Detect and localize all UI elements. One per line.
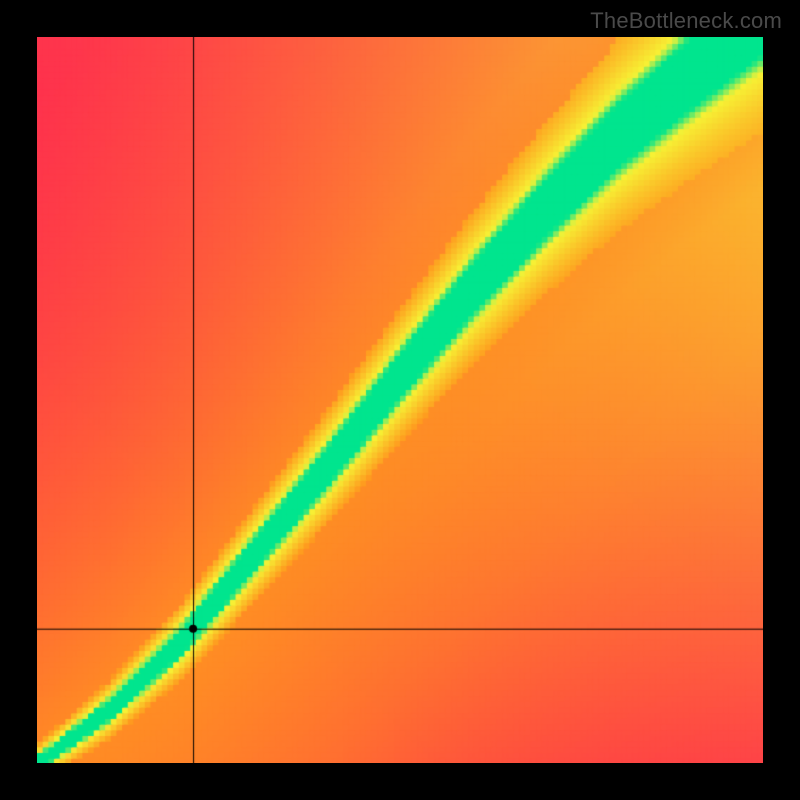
chart-frame: TheBottleneck.com	[0, 0, 800, 800]
watermark-text: TheBottleneck.com	[590, 8, 782, 34]
bottleneck-heatmap	[37, 37, 763, 763]
